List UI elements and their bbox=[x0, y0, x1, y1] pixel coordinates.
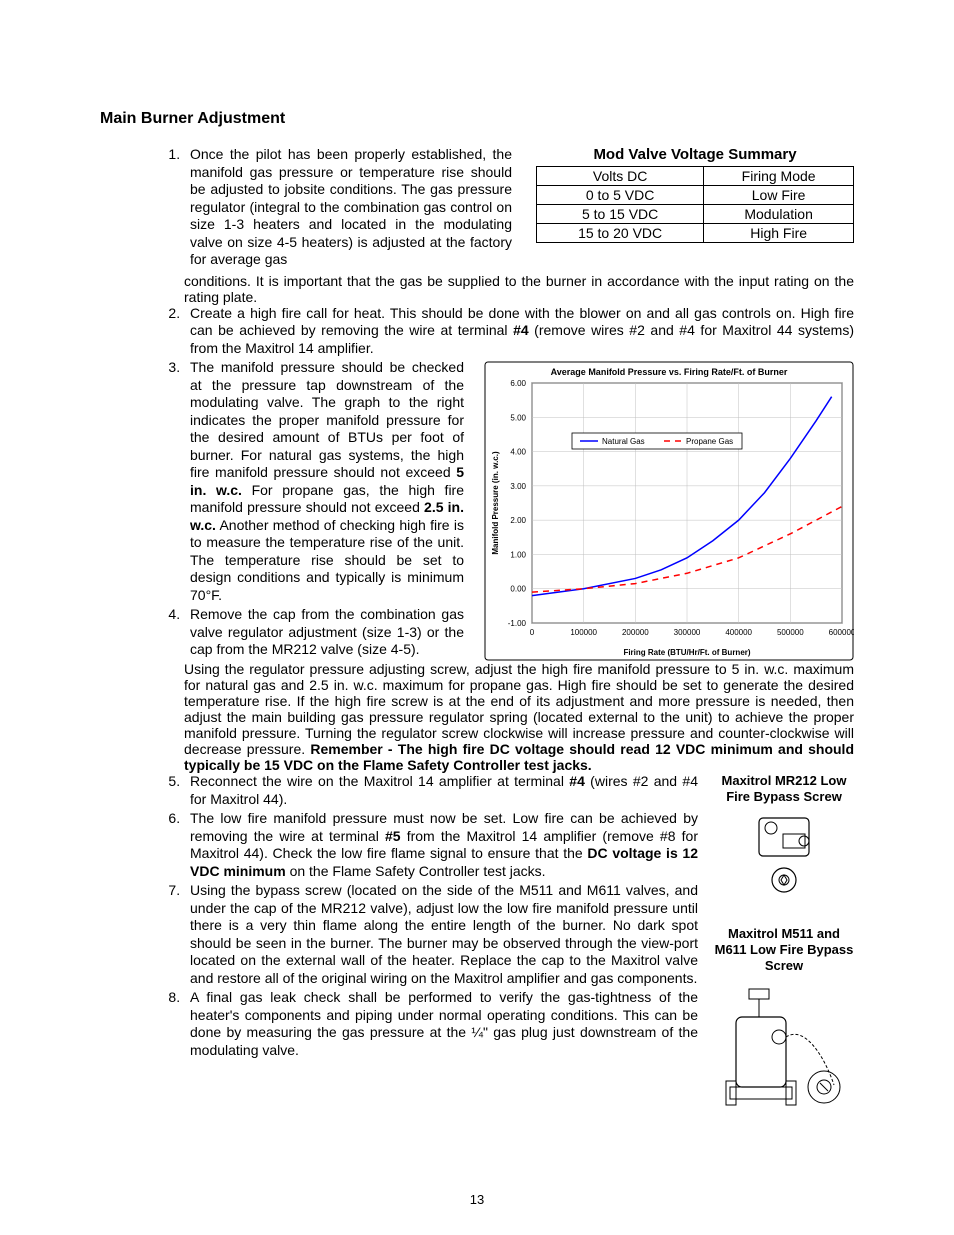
table-cell: 15 to 20 VDC bbox=[537, 224, 704, 243]
svg-text:200000: 200000 bbox=[622, 628, 649, 637]
step-4b-block: Using the regulator pressure adjusting s… bbox=[100, 661, 854, 773]
svg-text:1.00: 1.00 bbox=[510, 550, 526, 559]
step-2: Create a high fire call for heat. This s… bbox=[184, 305, 854, 358]
page-number: 13 bbox=[0, 1192, 954, 1207]
step-3: The manifold pressure should be checked … bbox=[184, 359, 464, 604]
svg-text:600000: 600000 bbox=[829, 628, 854, 637]
step-3a: The manifold pressure should be checked … bbox=[190, 359, 464, 480]
step-8: A final gas leak check shall be performe… bbox=[184, 989, 698, 1059]
step-5b: #4 bbox=[569, 773, 585, 789]
svg-text:Average Manifold Pressure vs.: Average Manifold Pressure vs. Firing Rat… bbox=[551, 367, 788, 377]
step-6b: #5 bbox=[385, 828, 401, 844]
step-1b-text: conditions. It is important that the gas… bbox=[100, 273, 854, 305]
svg-text:0: 0 bbox=[530, 628, 535, 637]
step-1-top: Once the pilot has been properly establi… bbox=[184, 146, 512, 269]
table-cell: 5 to 15 VDC bbox=[537, 205, 704, 224]
table-cell: 0 to 5 VDC bbox=[537, 186, 704, 205]
svg-text:6.00: 6.00 bbox=[510, 379, 526, 388]
svg-text:3.00: 3.00 bbox=[510, 482, 526, 491]
m511-diagram bbox=[724, 985, 844, 1115]
manifold-chart: Average Manifold Pressure vs. Firing Rat… bbox=[484, 361, 854, 661]
voltage-summary-title: Mod Valve Voltage Summary bbox=[536, 146, 854, 163]
mr212-label: Maxitrol MR212 Low Fire Bypass Screw bbox=[714, 773, 854, 806]
step-7: Using the bypass screw (located on the s… bbox=[184, 882, 698, 987]
mr212-diagram bbox=[749, 816, 819, 896]
table-cell: Low Fire bbox=[704, 186, 854, 205]
svg-text:Firing Rate (BTU/Hr/Ft. of Bur: Firing Rate (BTU/Hr/Ft. of Burner) bbox=[623, 648, 750, 657]
step-5: Reconnect the wire on the Maxitrol 14 am… bbox=[184, 773, 698, 808]
table-cell: Modulation bbox=[704, 205, 854, 224]
svg-text:300000: 300000 bbox=[674, 628, 701, 637]
voltage-header-0: Volts DC bbox=[537, 167, 704, 186]
svg-text:0.00: 0.00 bbox=[510, 585, 526, 594]
svg-text:Natural Gas: Natural Gas bbox=[602, 437, 645, 446]
step-3d: Another method of checking high fire is … bbox=[190, 517, 464, 603]
chart-svg: Average Manifold Pressure vs. Firing Rat… bbox=[484, 361, 854, 661]
svg-text:Propane Gas: Propane Gas bbox=[686, 437, 733, 446]
svg-text:400000: 400000 bbox=[725, 628, 752, 637]
table-cell: High Fire bbox=[704, 224, 854, 243]
svg-text:500000: 500000 bbox=[777, 628, 804, 637]
step-6e: on the Flame Safety Controller test jack… bbox=[286, 863, 546, 879]
svg-text:Manifold Pressure (in. w.c.): Manifold Pressure (in. w.c.) bbox=[491, 451, 500, 555]
step-2-bold: #4 bbox=[513, 322, 529, 338]
voltage-table: Volts DC Firing Mode 0 to 5 VDCLow Fire … bbox=[536, 166, 854, 243]
page-title: Main Burner Adjustment bbox=[100, 110, 854, 128]
voltage-header-1: Firing Mode bbox=[704, 167, 854, 186]
step-4a: Remove the cap from the combination gas … bbox=[184, 606, 464, 659]
svg-text:4.00: 4.00 bbox=[510, 448, 526, 457]
step-6: The low fire manifold pressure must now … bbox=[184, 810, 698, 880]
svg-text:100000: 100000 bbox=[570, 628, 597, 637]
m511-label: Maxitrol M511 and M611 Low Fire Bypass S… bbox=[714, 926, 854, 975]
svg-text:-1.00: -1.00 bbox=[508, 619, 527, 628]
svg-text:2.00: 2.00 bbox=[510, 516, 526, 525]
svg-text:5.00: 5.00 bbox=[510, 413, 526, 422]
step-1a-text: Once the pilot has been properly establi… bbox=[190, 146, 512, 267]
step-5a: Reconnect the wire on the Maxitrol 14 am… bbox=[190, 773, 569, 789]
